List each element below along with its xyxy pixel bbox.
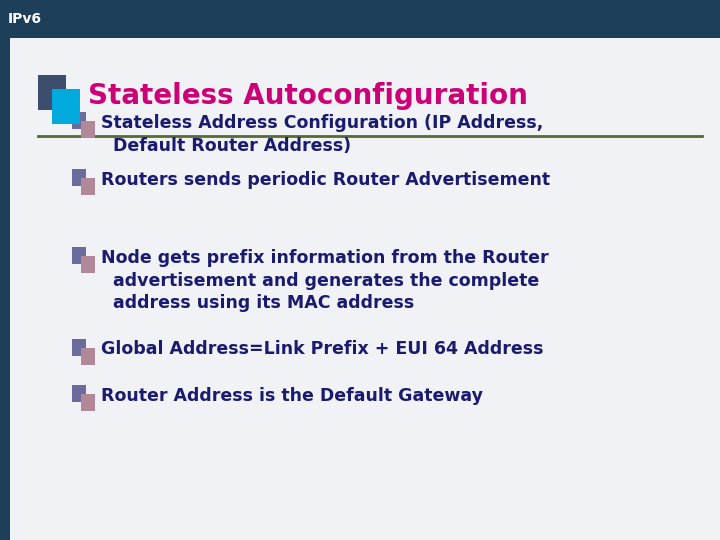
Bar [0,38,10,540]
Text: Routers sends periodic Router Advertisement: Routers sends periodic Router Advertisem… [101,172,550,190]
Text: Stateless Autoconfiguration: Stateless Autoconfiguration [88,82,528,110]
Bar [72,112,86,129]
Text: Router Address is the Default Gateway: Router Address is the Default Gateway [101,388,483,406]
Text: Node gets prefix information from the Router
  advertisement and generates the c: Node gets prefix information from the Ro… [101,249,549,313]
Bar [81,395,95,411]
Bar [72,170,86,186]
Bar [72,339,86,355]
Text: Stateless Address Configuration (IP Address,
  Default Router Address): Stateless Address Configuration (IP Addr… [101,114,544,154]
Bar [72,386,86,402]
Bar [0,0,720,38]
Bar [81,179,95,195]
Bar [52,89,80,124]
Text: IPv6: IPv6 [8,12,42,26]
Text: Global Address=Link Prefix + EUI 64 Address: Global Address=Link Prefix + EUI 64 Addr… [101,341,544,359]
Bar [38,75,66,110]
Bar [81,348,95,364]
Bar [81,121,95,138]
Bar [72,247,86,264]
Bar [81,256,95,273]
